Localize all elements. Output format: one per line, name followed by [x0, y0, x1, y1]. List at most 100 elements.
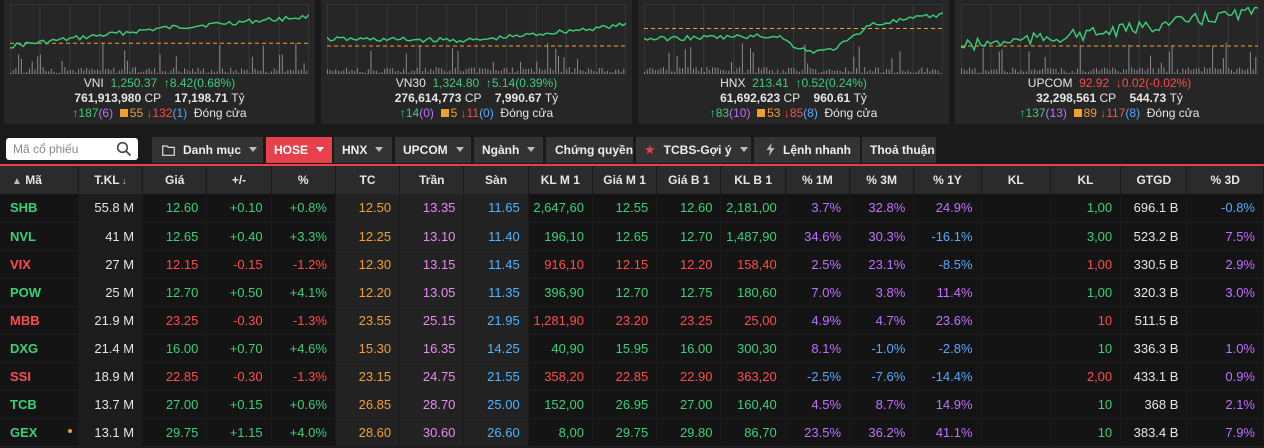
col-pct-3m[interactable]: % 3M — [849, 166, 915, 194]
match-volume — [981, 334, 1051, 363]
tab-nganh-label: Ngành — [482, 143, 520, 157]
volume-bar — [94, 70, 96, 74]
col-kl-m1[interactable]: KL M 1 — [528, 166, 593, 194]
trade-value: 696.1 B — [1120, 194, 1188, 223]
volume-bar — [238, 72, 240, 74]
bid-volume-1: 396,90 — [528, 278, 593, 307]
volume-bar — [405, 53, 407, 74]
stock-search[interactable] — [6, 138, 138, 160]
volume-bar — [124, 50, 126, 74]
pct-1y: -8.5% — [913, 250, 982, 279]
search-icon[interactable] — [116, 141, 132, 157]
volume-bar — [839, 70, 841, 74]
col-tkl[interactable]: T.KL ↓ — [78, 166, 144, 194]
col-pct-3d[interactable]: % 3D — [1186, 166, 1264, 194]
tab-upcom[interactable]: UPCOM — [395, 137, 471, 163]
volume-bar — [298, 70, 300, 74]
col-pct[interactable]: % — [271, 166, 336, 194]
pct-3m: 8.7% — [849, 390, 915, 419]
pct-1m: 34.6% — [785, 222, 851, 251]
tab-hnx[interactable]: HNX — [334, 137, 392, 163]
volume-bar — [864, 67, 866, 74]
index-turnover: 7,990.67 — [494, 91, 542, 105]
table-row[interactable]: DXG 21.4 M 16.00 +0.70 +4.6% 15.30 16.35 14.25 4… — [0, 334, 1264, 363]
table-row[interactable]: TCB 13.7 M 27.00 +0.15 +0.6% 26.85 28.70 25.00 1… — [0, 390, 1264, 419]
tab-chung-quyen[interactable]: Chứng quyền — [546, 137, 633, 163]
table-row[interactable]: GEX 13.1 M 29.75 +1.15 +4.0% 28.60 30.60 26.60 8… — [0, 418, 1264, 447]
table-row[interactable]: POW 25 M 12.70 +0.50 +4.1% 12.20 13.05 11.35 396… — [0, 278, 1264, 307]
symbol[interactable]: VIX — [0, 250, 79, 279]
symbol[interactable]: SSI — [0, 362, 79, 391]
volume-bar — [601, 67, 603, 74]
volume-bar — [644, 71, 645, 74]
volume-bar — [801, 69, 803, 74]
symbol[interactable]: MBB — [0, 306, 79, 335]
volume-bar — [64, 67, 66, 74]
tab-hose[interactable]: HOSE — [266, 137, 332, 163]
col-gia[interactable]: Giá — [142, 166, 208, 194]
volume-bar — [612, 72, 614, 74]
symbol[interactable]: GEX — [0, 418, 79, 447]
table-row[interactable]: MBB 21.9 M 23.25 -0.30 -1.3% 23.55 25.15 21.95 1… — [0, 306, 1264, 335]
stock-search-input[interactable] — [13, 141, 113, 157]
col-tc[interactable]: TC — [335, 166, 401, 194]
col-pct-1m[interactable]: % 1M — [785, 166, 851, 194]
index-card-vni[interactable]: VNI 1,250.37 8.42(0.68%)761,913,980 CP 1… — [4, 0, 315, 124]
volume-bar — [891, 58, 893, 74]
volume-bar — [292, 70, 294, 74]
ask-volume-1: 86,70 — [720, 418, 786, 447]
symbol[interactable]: NVL — [0, 222, 79, 251]
tab-lenh-nhanh[interactable]: Lệnh nhanh — [754, 137, 860, 163]
symbol[interactable]: POW — [0, 278, 79, 307]
volume-bar — [977, 72, 979, 74]
ref-price: 12.50 — [335, 194, 401, 223]
volume-bar — [279, 54, 281, 74]
volume-bar — [107, 68, 109, 74]
symbol[interactable]: DXG — [0, 334, 79, 363]
volume-bar — [479, 67, 481, 74]
col-kl-a[interactable]: KL — [981, 166, 1051, 194]
col-pct-1y[interactable]: % 1Y — [913, 166, 982, 194]
volume-bar — [86, 68, 88, 74]
tab-thoa-thuan[interactable]: Thoả thuận — [862, 137, 936, 163]
col-tran[interactable]: Trần — [399, 166, 465, 194]
floor-price: 21.55 — [463, 362, 529, 391]
volume-bar — [162, 70, 164, 74]
ceiling-price: 24.75 — [399, 362, 465, 391]
table-row[interactable]: VIX 27 M 12.15 -0.15 -1.2% 12.30 13.15 11.45 916… — [0, 250, 1264, 279]
index-card-upcom[interactable]: UPCOM 92.92 0.02(-0.02%)32,298,561 CP 54… — [955, 0, 1264, 124]
index-card-hnx[interactable]: HNX 213.41 0.52(0.24%)61,692,623 CP 960.… — [638, 0, 949, 124]
table-row[interactable]: SHB 55.8 M 12.60 +0.10 +0.8% 12.50 13.35 11.65 2… — [0, 194, 1264, 223]
volume-bar — [609, 72, 611, 74]
col-ma[interactable]: ▲ Mã — [0, 166, 79, 194]
change: -0.30 — [206, 362, 272, 391]
col-kl-b1[interactable]: KL B 1 — [720, 166, 786, 194]
table-row[interactable]: NVL 41 M 12.65 +0.40 +3.3% 12.25 13.10 11.40 196… — [0, 222, 1264, 251]
col-change[interactable]: +/- — [206, 166, 272, 194]
volume-bar — [990, 69, 992, 74]
tab-tcbs-goi-y[interactable]: ★ TCBS-Gợi ý — [636, 137, 751, 163]
price: 27.00 — [142, 390, 208, 419]
tab-danh-muc[interactable]: Danh mục — [152, 137, 263, 163]
symbol[interactable]: SHB — [0, 194, 79, 223]
volume-bar — [1074, 72, 1076, 74]
volume-bar — [1015, 69, 1016, 74]
index-value-line: VNI 1,250.37 8.42(0.68%) — [4, 76, 315, 90]
total-volume: 21.9 M — [78, 306, 144, 335]
table-row[interactable]: SSI 18.9 M 22.85 -0.30 -1.3% 23.15 24.75 21.55 3… — [0, 362, 1264, 391]
volume-bar — [1236, 69, 1238, 74]
volume-bar — [10, 72, 11, 74]
volume-bar — [866, 71, 868, 74]
col-gia-m1[interactable]: Giá M 1 — [592, 166, 658, 194]
col-gia-b1[interactable]: Giá B 1 — [656, 166, 722, 194]
col-kl-b[interactable]: KL — [1050, 166, 1122, 194]
volume-bar — [1249, 52, 1251, 74]
trade-value: 523.2 B — [1120, 222, 1188, 251]
pct-3d: -0.8% — [1186, 194, 1264, 223]
volume-bar — [1128, 44, 1130, 74]
index-card-vn30[interactable]: VN30 1,324.80 5.14(0.39%)276,614,773 CP … — [321, 0, 632, 124]
symbol[interactable]: TCB — [0, 390, 79, 419]
col-san[interactable]: Sàn — [463, 166, 529, 194]
col-gtgd[interactable]: GTGD — [1120, 166, 1188, 194]
tab-nganh[interactable]: Ngành — [474, 137, 543, 163]
